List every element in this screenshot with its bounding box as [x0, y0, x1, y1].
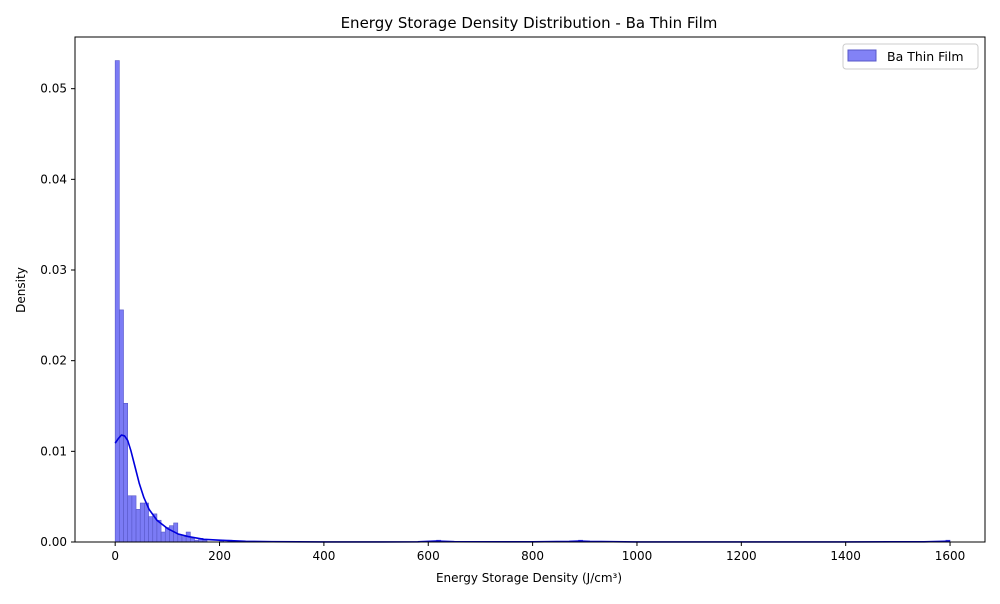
x-tick-label: 600 — [417, 549, 440, 563]
histogram-bar — [131, 495, 137, 543]
histogram-bar — [119, 309, 124, 543]
histogram-bar — [127, 495, 133, 543]
legend-swatch — [847, 49, 877, 62]
histogram-bar — [123, 402, 128, 543]
histogram-bar — [160, 531, 166, 543]
legend-box — [842, 43, 979, 70]
x-tick-label: 200 — [208, 549, 231, 563]
histogram-bar — [190, 538, 195, 543]
histogram-bar — [139, 502, 145, 543]
kde-curve-group — [114, 434, 951, 543]
x-axis-label: Energy Storage Density (J/cm³) — [436, 571, 622, 585]
x-axis-ticks: 0 200 400 600 800 1000 1200 1400 1600 — [111, 542, 965, 563]
legend: Ba Thin Film — [842, 43, 979, 70]
y-axis-ticks: 0.00 0.01 0.02 0.03 0.04 0.05 — [40, 82, 75, 549]
y-tick-label: 0.01 — [40, 444, 67, 458]
x-tick-label: 800 — [521, 549, 544, 563]
chart-title: Energy Storage Density Distribution - Ba… — [341, 14, 718, 32]
histogram-bar — [135, 509, 141, 543]
y-tick-label: 0.02 — [40, 354, 67, 368]
legend-label: Ba Thin Film — [887, 49, 964, 64]
y-tick-label: 0.05 — [40, 82, 67, 96]
y-axis-label: Density — [14, 267, 28, 313]
histogram-bar — [181, 536, 187, 543]
y-tick-label: 0.03 — [40, 263, 67, 277]
y-tick-label: 0.04 — [40, 172, 67, 186]
histogram-bars — [114, 60, 951, 543]
x-tick-label: 1400 — [830, 549, 861, 563]
x-tick-label: 1000 — [622, 549, 653, 563]
histogram-bar — [114, 60, 120, 543]
histogram-bar — [177, 534, 183, 543]
x-tick-label: 1200 — [726, 549, 757, 563]
plot-frame — [74, 36, 986, 543]
histogram-bar — [144, 502, 149, 543]
histogram-bar — [169, 525, 174, 543]
x-tick-label: 0 — [111, 549, 119, 563]
kde-line — [114, 434, 951, 543]
y-tick-label: 0.00 — [40, 535, 67, 549]
x-tick-label: 400 — [312, 549, 335, 563]
histogram-bar — [148, 516, 154, 543]
x-tick-label: 1600 — [935, 549, 966, 563]
